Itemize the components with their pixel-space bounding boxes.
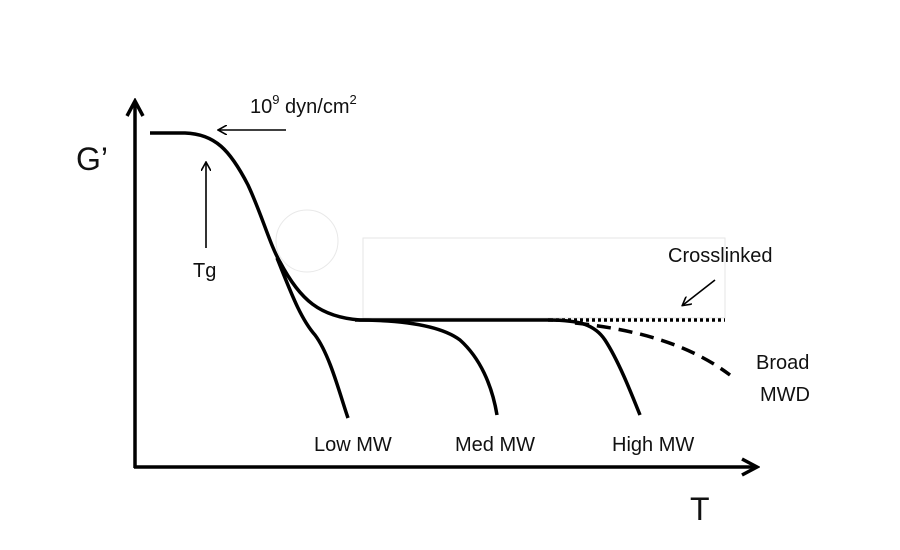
med-mw-curve [354, 318, 499, 416]
low-mw-curve [275, 257, 350, 419]
tg-label: Tg [193, 260, 216, 282]
y-axis-label: G’ [76, 141, 108, 177]
broad-mwd-curve [574, 321, 732, 377]
faint-rectangle [362, 237, 726, 319]
crosslinked-label: Crosslinked [668, 245, 772, 267]
faint-circle [275, 209, 339, 273]
broad-mwd-label-line1: Broad [756, 352, 809, 374]
x-axis-label: T [690, 491, 710, 527]
med-mw-label: Med MW [455, 434, 535, 456]
broad-mwd-label-line2: MWD [760, 384, 810, 406]
crosslinked-arrow [683, 279, 716, 305]
low-mw-label: Low MW [314, 434, 392, 456]
high-mw-curve [547, 318, 642, 416]
high-mw-label: High MW [612, 434, 694, 456]
modulus-label: 109 dyn/cm2 [250, 92, 357, 118]
main-curve [150, 131, 550, 322]
